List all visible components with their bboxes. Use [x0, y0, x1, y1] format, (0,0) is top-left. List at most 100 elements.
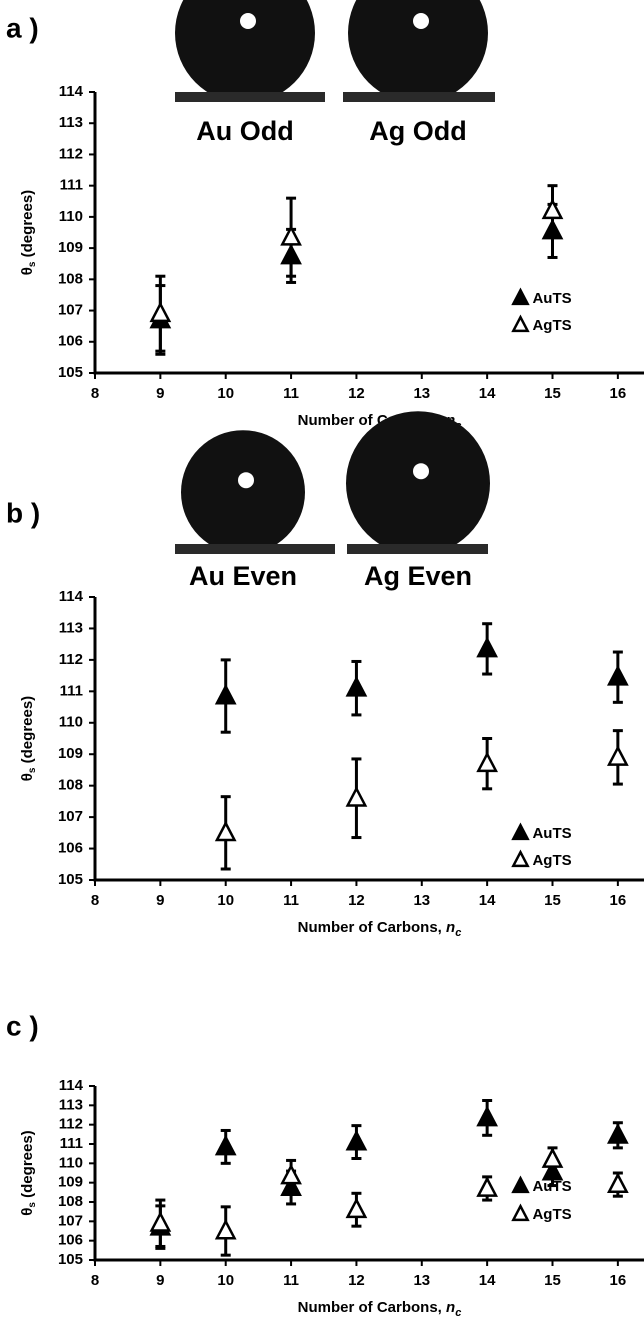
y-title-subscript: s — [27, 261, 38, 267]
y-title-symbol: θ — [19, 267, 36, 275]
x-tick-label: 10 — [217, 892, 234, 909]
droplet — [348, 0, 488, 94]
y-tick-label: 111 — [60, 177, 83, 194]
marker — [345, 1129, 368, 1151]
droplet-label: Ag Odd — [369, 116, 466, 146]
droplet-highlight — [413, 463, 429, 480]
y-tick-label: 108 — [58, 777, 83, 794]
y-tick-label: 113 — [59, 619, 83, 636]
x-tick-label: 12 — [348, 385, 365, 402]
y-tick-label: 111 — [60, 1135, 83, 1152]
x-tick-label: 8 — [91, 1272, 99, 1289]
marker — [214, 683, 237, 705]
droplet — [175, 0, 315, 94]
y-title-symbol: θ — [19, 1208, 36, 1216]
droplet-label: Au Even — [189, 561, 297, 591]
x-title-symbol: n — [446, 1299, 455, 1316]
x-tick-label: 16 — [610, 1272, 627, 1289]
y-tick-label: 109 — [58, 745, 83, 762]
y-tick-label: 113 — [59, 1096, 83, 1113]
x-tick-label: 13 — [413, 892, 430, 909]
marker — [214, 1134, 237, 1156]
y-title-text: (degrees) — [19, 696, 36, 768]
substrate — [175, 544, 335, 554]
marker — [345, 1197, 368, 1219]
legend-label: AuTS — [532, 825, 571, 842]
substrate — [175, 92, 325, 102]
substrate — [343, 92, 495, 102]
panel: a )Au Odd Ag Odd1051061071081091101111121… — [6, 0, 644, 432]
x-tick-label: 14 — [479, 385, 496, 402]
y-tick-label: 108 — [58, 270, 83, 287]
droplet — [346, 411, 490, 546]
x-title-subscript: c — [455, 1307, 461, 1318]
marker — [541, 1147, 564, 1168]
droplet-highlight — [238, 472, 254, 489]
x-tick-label: 15 — [544, 892, 561, 909]
legend-marker — [511, 1203, 530, 1222]
x-tick-label: 12 — [348, 1272, 365, 1289]
y-axis-title: θs (degrees) — [19, 1130, 38, 1215]
x-tick-label: 14 — [479, 1272, 496, 1289]
y-tick-label: 108 — [58, 1193, 83, 1210]
legend-marker — [511, 849, 530, 868]
x-tick-label: 12 — [348, 892, 365, 909]
marker — [476, 1176, 499, 1197]
x-tick-label: 8 — [91, 385, 99, 402]
marker — [606, 1123, 629, 1144]
droplet-label: Ag Even — [364, 561, 472, 591]
x-title-text: Number of Carbons, — [298, 1299, 446, 1316]
marker — [606, 745, 629, 766]
x-tick-label: 11 — [283, 1272, 299, 1289]
marker — [606, 664, 629, 686]
marker — [606, 1172, 629, 1194]
y-tick-label: 112 — [59, 145, 83, 162]
marker — [476, 1105, 499, 1127]
legend-label: AuTS — [532, 290, 571, 307]
x-tick-label: 16 — [610, 892, 627, 909]
panel: c ) 105 106 107 108 109 110 111 112 113 114 8 9 10 11 1… — [6, 1010, 644, 1318]
y-tick-label: 107 — [58, 808, 83, 825]
legend-marker — [511, 1175, 530, 1194]
x-tick-label: 14 — [479, 892, 496, 909]
y-axis-title: θs (degrees) — [19, 696, 38, 781]
x-tick-label: 15 — [544, 1272, 561, 1289]
panel-label: c ) — [6, 1010, 39, 1041]
y-title-subscript: s — [27, 1202, 38, 1208]
y-tick-label: 107 — [58, 302, 83, 319]
y-tick-label: 106 — [58, 840, 83, 857]
marker — [149, 301, 172, 323]
panel: b )Au Even Ag Even10510610710810911011111… — [6, 411, 644, 939]
x-axis-title: Number of Carbons, nc — [298, 919, 462, 939]
droplet-highlight — [240, 13, 256, 29]
y-tick-label: 105 — [58, 1251, 83, 1268]
x-title-text: Number of Carbons, — [298, 919, 446, 936]
marker — [476, 636, 499, 658]
y-tick-label: 105 — [58, 364, 83, 381]
marker — [541, 198, 564, 220]
legend-marker — [511, 822, 530, 841]
y-tick-label: 107 — [58, 1212, 83, 1229]
y-title-symbol: θ — [19, 773, 36, 781]
x-tick-label: 10 — [217, 1272, 234, 1289]
y-tick-label: 112 — [59, 1116, 83, 1133]
marker — [345, 675, 368, 697]
legend-marker — [511, 314, 530, 333]
x-tick-label: 10 — [217, 385, 234, 402]
y-axis-title: θs (degrees) — [19, 190, 38, 275]
y-tick-label: 112 — [59, 651, 83, 668]
x-tick-label: 11 — [283, 892, 299, 909]
panel-label: a ) — [6, 12, 39, 43]
legend-label: AuTS — [532, 1178, 571, 1195]
y-tick-label: 106 — [58, 333, 83, 350]
droplet-highlight — [413, 13, 429, 29]
x-tick-label: 15 — [544, 385, 561, 402]
legend-label: AgTS — [532, 317, 571, 334]
y-tick-label: 105 — [58, 871, 83, 888]
y-tick-label: 111 — [60, 682, 83, 699]
y-tick-label: 110 — [59, 714, 83, 731]
marker — [345, 785, 368, 807]
y-tick-label: 114 — [59, 588, 84, 605]
y-tick-label: 106 — [58, 1232, 83, 1249]
